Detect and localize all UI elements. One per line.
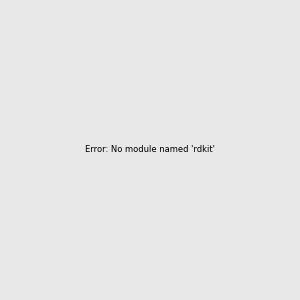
Text: Error: No module named 'rdkit': Error: No module named 'rdkit' — [85, 146, 215, 154]
